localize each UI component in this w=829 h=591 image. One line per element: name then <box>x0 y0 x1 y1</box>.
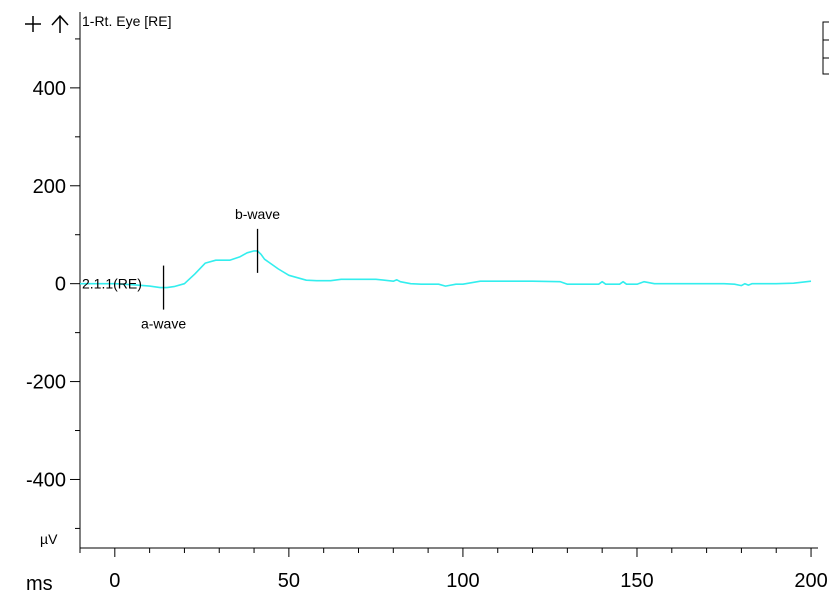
y-tick-label: 400 <box>33 78 66 100</box>
up-arrow-icon[interactable] <box>50 11 70 33</box>
series-label: 2.1.1(RE) <box>82 276 142 292</box>
marker-label: a-wave <box>141 316 186 332</box>
y-tick-label: 0 <box>55 274 66 296</box>
x-tick-label: 50 <box>278 570 300 591</box>
wave-markers: a-wave b-wave <box>141 206 280 332</box>
x-axis-label: ms <box>26 573 53 591</box>
channel-label: 1-Rt. Eye [RE] <box>82 13 171 29</box>
x-tick-label: 100 <box>446 570 479 591</box>
corner-box <box>822 21 829 75</box>
y-tick-label: 200 <box>33 176 66 198</box>
chart-toolbar <box>23 11 70 33</box>
marker-label: b-wave <box>235 206 280 222</box>
x-tick-label: 150 <box>620 570 653 591</box>
y-tick-label: -400 <box>26 469 66 491</box>
series-line <box>80 250 812 289</box>
plot-area: 2.1.1(RE) <box>80 250 812 292</box>
plus-icon[interactable] <box>23 13 43 33</box>
axes <box>70 12 818 557</box>
x-tick-label: 0 <box>109 570 120 591</box>
x-tick-label: 200 <box>794 570 827 591</box>
tick-labels: 0 50 100 150 200 400 200 0 -200 -400 <box>26 78 828 591</box>
y-axis-label: µV <box>40 531 58 547</box>
y-tick-label: -200 <box>26 372 66 394</box>
